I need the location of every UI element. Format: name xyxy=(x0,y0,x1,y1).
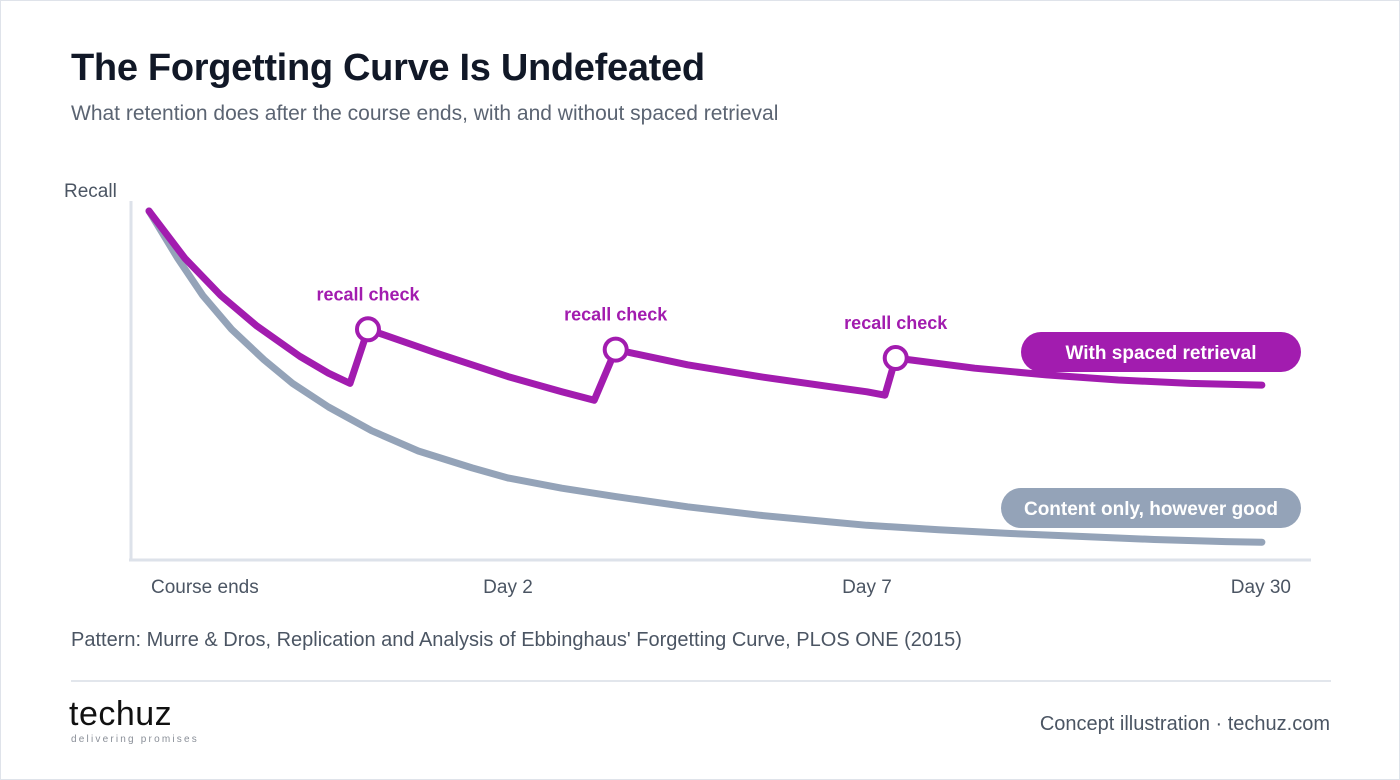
series-line-content-only xyxy=(145,207,1266,546)
series-line-spaced-retrieval xyxy=(145,207,1266,404)
page-title: The Forgetting Curve Is Undefeated xyxy=(71,47,705,89)
brand-tagline: delivering promises xyxy=(71,734,199,745)
x-tick-label: Day 7 xyxy=(842,577,892,598)
recall-check-point xyxy=(354,316,381,343)
x-tick-label: Day 2 xyxy=(483,577,533,598)
recall-check-label: recall check xyxy=(316,284,420,304)
legend-pill-spaced-retrieval-label: With spaced retrieval xyxy=(1066,343,1257,364)
recall-check-label: recall check xyxy=(564,305,668,325)
credit-link: Concept illustration · techuz.com xyxy=(1039,713,1330,735)
page-subtitle: What retention does after the course end… xyxy=(71,102,779,125)
legend-pill-content-only-label: Content only, however good xyxy=(1024,499,1278,520)
footer-divider xyxy=(71,680,1331,682)
x-tick-label: Day 30 xyxy=(1231,577,1291,598)
source-citation: Pattern: Murre & Dros, Replication and A… xyxy=(71,629,962,651)
legend-pill-spaced-retrieval xyxy=(1021,332,1301,372)
brand-name: techuz xyxy=(69,695,173,733)
recall-check-point xyxy=(882,345,909,372)
y-axis-label: Recall xyxy=(64,181,117,202)
legend-pill-content-only xyxy=(1001,488,1301,528)
recall-check-label: recall check xyxy=(844,313,948,333)
brand-logo: techuz delivering promises xyxy=(69,694,199,746)
forgetting-curve-chart: Recall Course ends Day 2 Day 7 Day 30 recall … xyxy=(64,181,1311,598)
recall-check-point xyxy=(602,336,629,363)
x-tick-label: Course ends xyxy=(151,577,259,598)
